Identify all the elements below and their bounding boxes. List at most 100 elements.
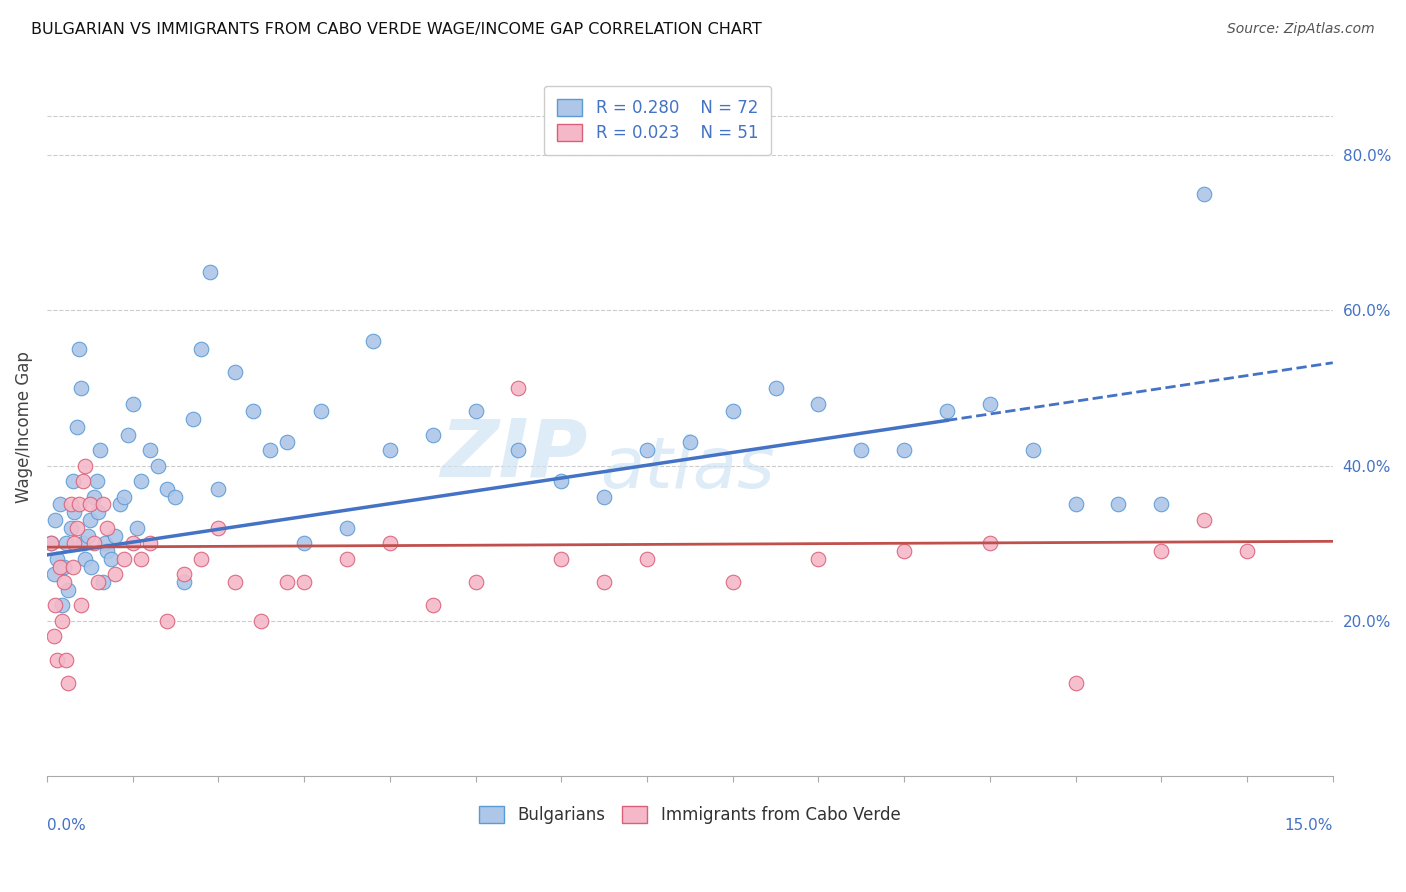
Point [1150, 544, 1173, 558]
Point [46, 551, 69, 566]
Point [55, 653, 77, 667]
Point [550, 551, 572, 566]
Point [72, 474, 94, 488]
Point [62, 559, 84, 574]
Point [121, 396, 143, 410]
Point [173, 567, 195, 582]
Point [139, 536, 162, 550]
Point [422, 599, 444, 613]
Point [83, 536, 105, 550]
Legend: Bulgarians, Immigrants from Cabo Verde: Bulgarians, Immigrants from Cabo Verde [472, 799, 907, 830]
Point [51, 614, 73, 628]
Point [91, 498, 114, 512]
Point [53, 575, 76, 590]
Point [96, 544, 118, 558]
Point [87, 575, 110, 590]
Point [508, 443, 530, 458]
Point [173, 575, 195, 590]
Point [361, 334, 384, 349]
Point [80, 559, 103, 574]
Point [378, 443, 401, 458]
Point [66, 521, 89, 535]
Point [91, 575, 114, 590]
Point [62, 474, 84, 488]
Point [1192, 186, 1215, 201]
Point [593, 575, 616, 590]
Point [89, 443, 111, 458]
Point [250, 614, 273, 628]
Text: atlas: atlas [600, 434, 775, 503]
Point [79, 498, 101, 512]
Point [156, 614, 179, 628]
Point [129, 474, 152, 488]
Point [464, 404, 486, 418]
Point [765, 381, 787, 395]
Point [721, 404, 744, 418]
Point [807, 551, 830, 566]
Point [39, 536, 62, 550]
Point [276, 575, 298, 590]
Point [207, 482, 229, 496]
Point [1107, 498, 1129, 512]
Point [224, 366, 246, 380]
Point [276, 435, 298, 450]
Point [104, 528, 127, 542]
Point [48, 498, 70, 512]
Point [66, 419, 89, 434]
Point [86, 474, 108, 488]
Point [464, 575, 486, 590]
Point [893, 443, 915, 458]
Point [224, 575, 246, 590]
Text: 15.0%: 15.0% [1285, 818, 1333, 833]
Point [63, 505, 86, 519]
Point [721, 575, 744, 590]
Point [55, 536, 77, 550]
Point [75, 458, 97, 473]
Point [44, 599, 66, 613]
Point [309, 404, 332, 418]
Point [207, 521, 229, 535]
Point [508, 381, 530, 395]
Point [1236, 544, 1258, 558]
Point [851, 443, 873, 458]
Point [893, 544, 915, 558]
Point [1064, 498, 1087, 512]
Point [979, 396, 1001, 410]
Point [104, 567, 127, 582]
Point [42, 567, 65, 582]
Point [63, 536, 86, 550]
Point [83, 490, 105, 504]
Point [59, 498, 82, 512]
Point [77, 528, 100, 542]
Text: 0.0%: 0.0% [46, 818, 86, 833]
Point [69, 498, 91, 512]
Point [46, 653, 69, 667]
Point [79, 513, 101, 527]
Point [550, 474, 572, 488]
Point [636, 551, 658, 566]
Text: ZIP: ZIP [440, 416, 586, 494]
Point [44, 513, 66, 527]
Point [336, 521, 359, 535]
Point [378, 536, 401, 550]
Point [112, 551, 135, 566]
Point [165, 490, 187, 504]
Point [58, 676, 80, 690]
Point [39, 536, 62, 550]
Point [117, 427, 139, 442]
Text: BULGARIAN VS IMMIGRANTS FROM CABO VERDE WAGE/INCOME GAP CORRELATION CHART: BULGARIAN VS IMMIGRANTS FROM CABO VERDE … [31, 22, 762, 37]
Point [51, 599, 73, 613]
Point [42, 629, 65, 643]
Point [148, 458, 170, 473]
Point [181, 412, 204, 426]
Point [292, 536, 315, 550]
Point [69, 342, 91, 356]
Point [108, 498, 131, 512]
Point [58, 582, 80, 597]
Point [53, 559, 76, 574]
Point [70, 381, 93, 395]
Point [87, 505, 110, 519]
Point [936, 404, 959, 418]
Point [72, 536, 94, 550]
Point [292, 575, 315, 590]
